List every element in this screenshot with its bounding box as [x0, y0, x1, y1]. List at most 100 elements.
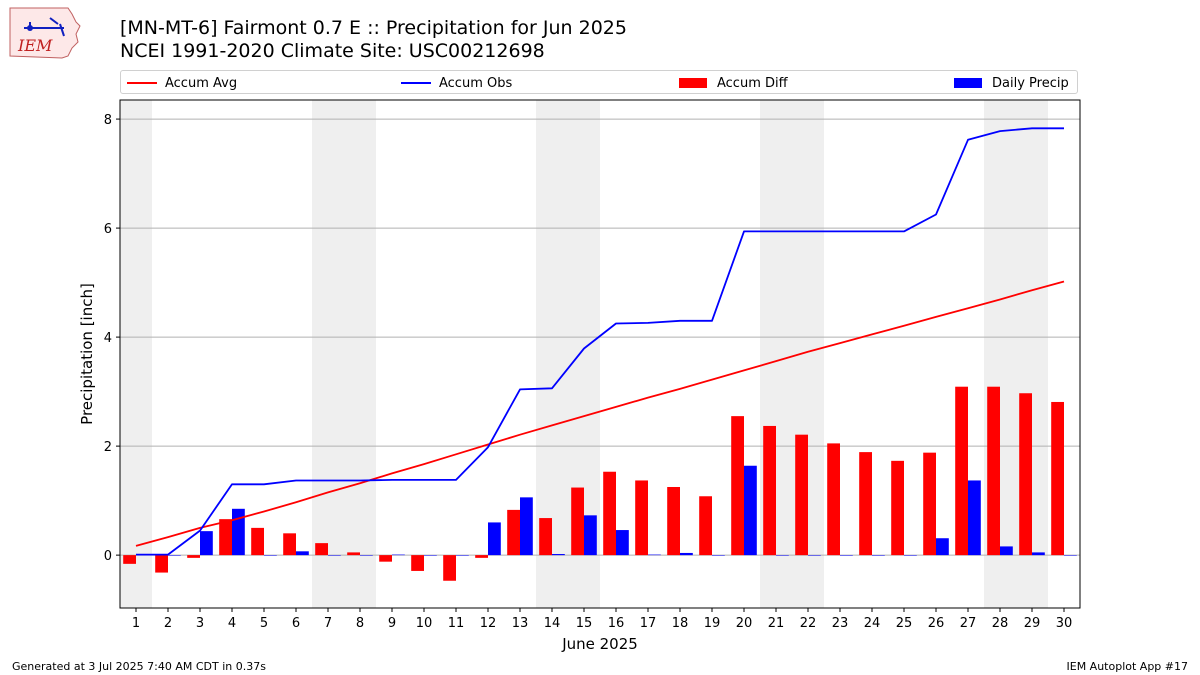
- accum-diff-bar-25: [891, 460, 904, 556]
- daily-precip-bar-7: [328, 555, 341, 556]
- accum-diff-bar-5: [251, 527, 264, 556]
- plot-frame: [119, 99, 1081, 609]
- daily-precip-bar-15: [584, 515, 597, 556]
- x-tick-label-2: 2: [164, 616, 172, 631]
- accum-diff-bar-29: [1019, 393, 1032, 556]
- legend-item-accum-avg: Accum Avg: [127, 74, 237, 92]
- x-tick-label-12: 12: [480, 616, 497, 631]
- x-tick-label-5: 5: [260, 616, 268, 631]
- x-tick-label-19: 19: [704, 616, 721, 631]
- x-tick-label-25: 25: [896, 616, 913, 631]
- x-tick-label-23: 23: [832, 616, 849, 631]
- generated-timestamp: Generated at 3 Jul 2025 7:40 AM CDT in 0…: [12, 660, 266, 673]
- x-tick-label-28: 28: [992, 616, 1009, 631]
- accum-diff-bar-7: [315, 543, 328, 556]
- y-tick-label-8: 8: [104, 113, 112, 128]
- daily-precip-bar-21: [776, 555, 789, 556]
- iowa-state-outline: [9, 7, 81, 59]
- daily-precip-bar-2: [168, 555, 181, 556]
- x-tick-label-18: 18: [672, 616, 689, 631]
- weekend-shade-8: [344, 100, 376, 608]
- y-tick-label-0: 0: [104, 549, 112, 564]
- x-tick-label-21: 21: [768, 616, 785, 631]
- daily-precip-bar-29: [1032, 552, 1045, 556]
- accum-diff-bar-22: [795, 434, 808, 556]
- weekend-shade-1: [120, 100, 152, 608]
- legend-item-accum-diff: Accum Diff: [679, 74, 788, 92]
- x-tick-label-26: 26: [928, 616, 945, 631]
- accum-diff-bar-28: [987, 386, 1000, 556]
- daily-precip-bar-30: [1064, 555, 1077, 556]
- x-tick-label-13: 13: [512, 616, 529, 631]
- y-tick-label-4: 4: [104, 331, 112, 346]
- daily-precip-bar-12: [488, 522, 501, 556]
- accum-diff-bar-13: [507, 509, 520, 556]
- daily-precip-bar-3: [200, 531, 213, 556]
- daily-precip-bar-4: [232, 508, 245, 556]
- accum-diff-bar-18: [667, 486, 680, 556]
- x-tick-label-17: 17: [640, 616, 657, 631]
- accum-diff-bar-16: [603, 471, 616, 556]
- x-tick-label-11: 11: [448, 616, 465, 631]
- daily-precip-bar-17: [648, 554, 661, 556]
- x-tick-label-27: 27: [960, 616, 977, 631]
- legend-item-accum-obs: Accum Obs: [401, 74, 512, 92]
- accum-diff-bar-10: [411, 555, 424, 571]
- accum-diff-bar-17: [635, 480, 648, 556]
- accum-diff-bar-26: [923, 452, 936, 556]
- y-tick-label-6: 6: [104, 222, 112, 237]
- daily-precip-bar-14: [552, 554, 565, 556]
- legend-swatch-accum-diff: [679, 78, 707, 88]
- x-tick-label-20: 20: [736, 616, 753, 631]
- daily-precip-bar-16: [616, 530, 629, 556]
- chart-subtitle: NCEI 1991-2020 Climate Site: USC00212698: [120, 40, 545, 62]
- x-tick-label-24: 24: [864, 616, 881, 631]
- x-tick-label-1: 1: [132, 616, 140, 631]
- daily-precip-bar-6: [296, 551, 309, 556]
- x-tick-label-6: 6: [292, 616, 300, 631]
- accum-diff-bar-14: [539, 518, 552, 556]
- x-tick-label-22: 22: [800, 616, 817, 631]
- daily-precip-bar-24: [872, 555, 885, 556]
- legend-item-daily-precip: Daily Precip: [954, 74, 1069, 92]
- daily-precip-bar-22: [808, 555, 821, 556]
- accum-avg-line: [135, 280, 1065, 547]
- x-tick-label-10: 10: [416, 616, 433, 631]
- daily-precip-bar-25: [904, 555, 917, 556]
- daily-precip-bar-28: [1000, 546, 1013, 556]
- x-tick-label-16: 16: [608, 616, 625, 631]
- daily-precip-bar-8: [360, 555, 373, 556]
- daily-precip-bar-18: [680, 552, 693, 556]
- x-tick-label-9: 9: [388, 616, 396, 631]
- weekend-shade-7: [312, 100, 344, 608]
- chart-title: [MN-MT-6] Fairmont 0.7 E :: Precipitatio…: [120, 17, 627, 39]
- x-tick-label-29: 29: [1024, 616, 1041, 631]
- x-tick-label-7: 7: [324, 616, 332, 631]
- legend-swatch-daily-precip: [954, 78, 982, 88]
- x-tick-label-8: 8: [356, 616, 364, 631]
- accum-diff-bar-4: [219, 519, 232, 556]
- iem-logo: IEM: [9, 7, 81, 59]
- x-tick-label-4: 4: [228, 616, 236, 631]
- x-axis-label: June 2025: [561, 635, 638, 653]
- daily-precip-bar-27: [968, 480, 981, 556]
- legend-label-daily-precip: Daily Precip: [992, 75, 1069, 91]
- legend-label-accum-obs: Accum Obs: [439, 75, 513, 91]
- daily-precip-bar-13: [520, 497, 533, 556]
- accum-diff-bar-8: [347, 552, 360, 556]
- accum-diff-bar-1: [123, 555, 136, 564]
- y-axis-label: Precipitation [inch]: [78, 283, 96, 425]
- accum-diff-bar-6: [283, 533, 296, 556]
- accum-diff-bar-21: [763, 425, 776, 556]
- legend-label-accum-diff: Accum Diff: [717, 75, 788, 91]
- x-tick-label-30: 30: [1056, 616, 1073, 631]
- x-tick-label-14: 14: [544, 616, 561, 631]
- x-tick-label-15: 15: [576, 616, 593, 631]
- accum-diff-bar-24: [859, 452, 872, 556]
- accum-diff-bar-19: [699, 496, 712, 556]
- autoplot-app-label: IEM Autoplot App #17: [1066, 660, 1189, 673]
- accum-diff-bar-3: [187, 555, 200, 558]
- daily-precip-bar-23: [840, 555, 853, 556]
- daily-precip-bar-11: [456, 555, 469, 556]
